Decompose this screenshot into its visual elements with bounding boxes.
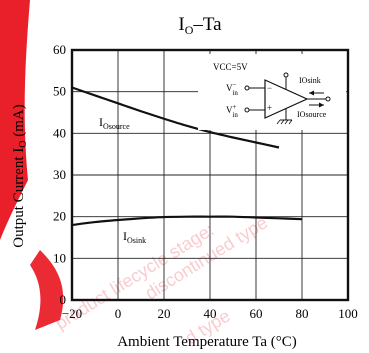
x-tick-label: 0 [115, 306, 122, 321]
inset-plus-sign: + [267, 103, 272, 113]
title-sub: O [185, 23, 194, 37]
y-tick-label: 20 [53, 209, 66, 224]
y-axis-label: Output Current IO (mA) [11, 104, 29, 247]
plot-frame [70, 48, 350, 302]
y-tick-label: 0 [60, 292, 67, 307]
title-main: I [178, 14, 184, 35]
y-tick-label: 40 [53, 125, 66, 140]
x-tick-label: 60 [250, 306, 263, 321]
y-tick-label: 60 [53, 42, 66, 57]
inset-vin-minus: V− in [226, 81, 238, 97]
x-tick-label: 20 [158, 306, 171, 321]
watermark: product lifecycle stage:discontinued typ… [0, 0, 271, 348]
x-tick-label: 80 [296, 306, 309, 321]
y-tick-label: 30 [53, 167, 66, 182]
series-lines [71, 86, 303, 227]
watermark-red-shape [30, 250, 64, 330]
inset-minus-sign: − [267, 83, 272, 93]
inset-vin-plus: V+ in [226, 103, 238, 119]
title-rest: –Ta [192, 14, 222, 35]
series-line-iosink [71, 215, 303, 227]
series-label-iosource: IOsource [99, 115, 130, 131]
inset-io-sink-label: IOsink [299, 76, 321, 85]
series-label-iosink: IOsink [123, 229, 146, 245]
opamp-symbol [264, 79, 309, 119]
inset-vcc-label: VCC=5V [213, 62, 248, 72]
y-tick-label: 50 [53, 84, 66, 99]
inset-io-source-label: IOsource [297, 110, 327, 119]
x-axis-label: Ambient Temperature Ta (°C) [117, 334, 297, 350]
chart-title: IO–Ta [178, 14, 222, 37]
x-tick-label: −20 [62, 306, 82, 321]
x-tick-label: 100 [338, 306, 358, 321]
x-tick-label: 40 [204, 306, 217, 321]
series-line-iosource [71, 86, 280, 149]
watermark-red-shape [0, 0, 30, 240]
inset-circuit-diagram: VCC=5V − + V− in V+ in IOsink [198, 54, 346, 130]
y-tick-label: 10 [53, 250, 66, 265]
